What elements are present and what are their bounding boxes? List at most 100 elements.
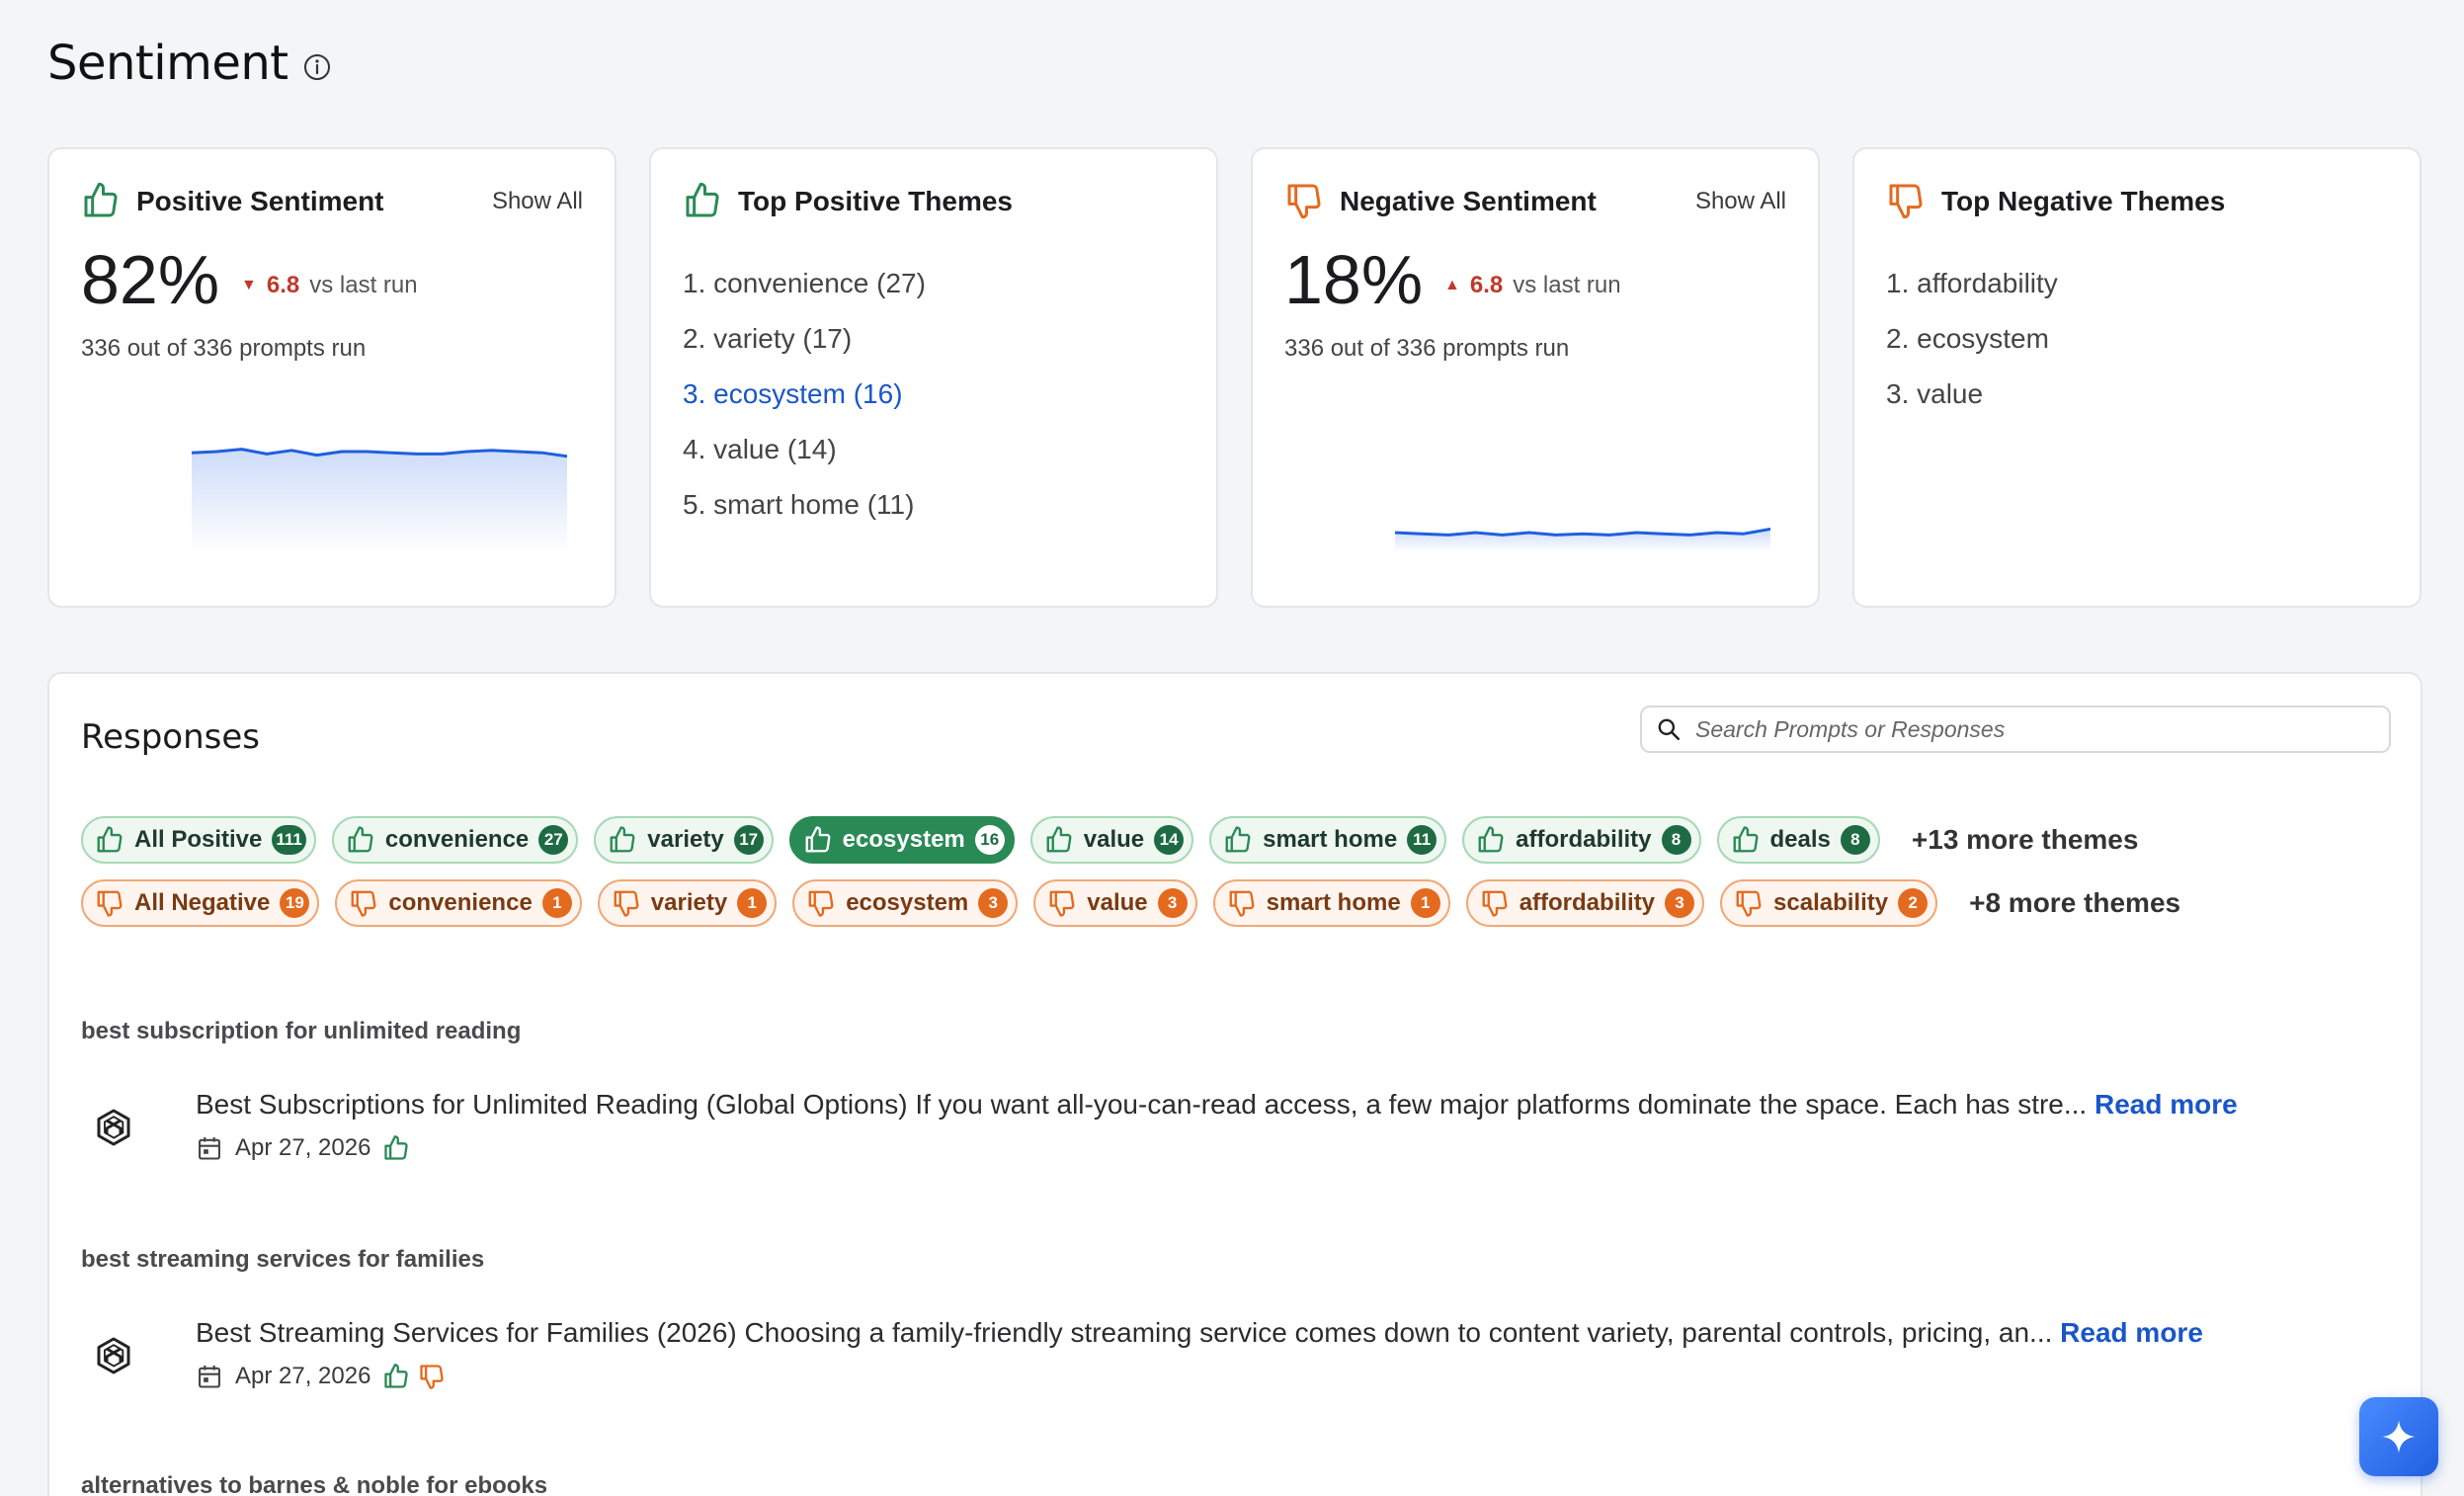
positive-theme-item[interactable]: 5. smart home (11) — [683, 489, 915, 520]
negative-prompts-run: 336 out of 336 prompts run — [1284, 335, 1570, 362]
chip-label: ecosystem — [846, 889, 969, 916]
thumbs-down-icon — [97, 890, 123, 917]
positive-theme-chip[interactable]: variety 17 — [594, 816, 774, 864]
thumbs-down-icon — [351, 890, 376, 917]
negative-theme-chip[interactable]: All Negative 19 — [81, 879, 320, 927]
chip-count-badge: 2 — [1898, 888, 1929, 918]
chip-label: All Negative — [134, 889, 271, 916]
thumbs-up-icon — [384, 1364, 409, 1388]
positive-theme-item[interactable]: 4. value (14) — [683, 434, 837, 464]
positive-show-all-link[interactable]: Show All — [491, 188, 583, 214]
thumbs-up-icon — [610, 826, 635, 853]
positive-theme-chip[interactable]: deals 8 — [1716, 816, 1880, 864]
positive-theme-chip[interactable]: smart home 11 — [1209, 816, 1447, 864]
chip-count-badge: 1 — [737, 888, 768, 918]
chip-count-badge: 16 — [974, 825, 1005, 855]
sparkle-icon — [2382, 1420, 2416, 1454]
positive-theme-item[interactable]: 1. convenience (27) — [683, 268, 926, 298]
thumbs-down-icon — [1736, 890, 1762, 917]
positive-theme-list: 1. convenience (27) 2. variety (17) 3. e… — [683, 256, 926, 533]
positive-theme-chip[interactable]: affordability 8 — [1462, 816, 1701, 864]
negative-theme-chip[interactable]: ecosystem 3 — [792, 879, 1019, 927]
negative-theme-chip[interactable]: convenience 1 — [335, 879, 582, 927]
negative-sentiment-title: Negative Sentiment — [1340, 186, 1597, 216]
chip-label: ecosystem — [842, 826, 965, 853]
more-themes-link[interactable]: +8 more themes — [1969, 887, 2181, 918]
response-snippet: Best Streaming Services for Families (20… — [196, 1317, 2053, 1348]
negative-delta-label: vs last run — [1513, 272, 1621, 298]
chip-count-badge: 11 — [1407, 825, 1437, 855]
more-themes-link[interactable]: +13 more themes — [1911, 824, 2139, 855]
top-positive-themes-card: Top Positive Themes 1. convenience (27) … — [649, 147, 1218, 608]
thumbs-down-icon — [420, 1365, 445, 1389]
thumbs-up-icon — [1225, 826, 1251, 853]
positive-theme-chip[interactable]: convenience 27 — [331, 816, 579, 864]
positive-theme-item[interactable]: 2. variety (17) — [683, 323, 853, 354]
positive-theme-chip[interactable]: All Positive 111 — [81, 816, 316, 864]
trend-line — [1395, 527, 1770, 537]
chip-count-badge: 111 — [272, 825, 306, 855]
negative-theme-chip[interactable]: affordability 3 — [1465, 879, 1705, 927]
positive-theme-chip[interactable]: ecosystem 16 — [788, 816, 1015, 864]
positive-delta: ▼ 6.8 vs last run — [241, 272, 418, 299]
negative-theme-item[interactable]: 3. value — [1886, 378, 1984, 409]
chip-count-badge: 27 — [538, 825, 569, 855]
positive-prompts-run: 336 out of 336 prompts run — [81, 335, 367, 362]
negative-theme-chip[interactable]: value 3 — [1033, 879, 1197, 927]
negative-theme-chip[interactable]: smart home 1 — [1212, 879, 1450, 927]
read-more-link[interactable]: Read more — [2094, 1089, 2238, 1120]
trend-area — [192, 449, 567, 552]
prompt-label: alternatives to barnes & noble for ebook… — [81, 1472, 548, 1496]
thumbs-down-icon — [1889, 184, 1923, 219]
chip-label: variety — [650, 889, 728, 916]
chip-count-badge: 3 — [978, 888, 1009, 918]
response-snippet: Best Subscriptions for Unlimited Reading… — [196, 1089, 2088, 1120]
top-negative-themes-card: Top Negative Themes 1. affordability 2. … — [1852, 147, 2422, 608]
negative-delta: ▲ 6.8 vs last run — [1444, 272, 1621, 299]
positive-theme-chips: All Positive 111 convenience 27 variety 17 eco… — [81, 816, 2138, 864]
thumbs-up-icon — [1733, 826, 1758, 853]
negative-show-all-link[interactable]: Show All — [1694, 188, 1786, 214]
negative-theme-chip[interactable]: scalability 2 — [1720, 879, 1938, 927]
top-positive-themes-title: Top Positive Themes — [738, 186, 1013, 216]
positive-theme-item[interactable]: 3. ecosystem (16) — [683, 378, 903, 409]
response-date: Apr 27, 2026 — [235, 1134, 371, 1161]
positive-theme-chip[interactable]: value 14 — [1029, 816, 1194, 864]
chip-label: smart home — [1263, 826, 1398, 853]
info-icon[interactable] — [302, 52, 332, 82]
chip-count-badge: 3 — [1665, 888, 1695, 918]
trend-line — [192, 448, 567, 458]
chip-label: variety — [647, 826, 724, 853]
response-meta: Apr 27, 2026 — [196, 1134, 410, 1162]
thumbs-up-icon — [97, 826, 123, 853]
negative-percent: 18% — [1284, 241, 1424, 318]
negative-theme-list: 1. affordability 2. ecosystem 3. value — [1886, 256, 2058, 422]
chip-label: convenience — [388, 889, 533, 916]
negative-delta-value: 6.8 — [1469, 272, 1504, 298]
thumbs-up-icon — [348, 826, 373, 853]
thumbs-up-icon — [384, 1135, 409, 1160]
ai-assistant-button[interactable] — [2359, 1397, 2438, 1476]
prompt-label: best subscription for unlimited reading — [81, 1018, 522, 1044]
search-box[interactable] — [1640, 706, 2391, 753]
openai-logo-icon — [97, 1337, 130, 1374]
negative-theme-item[interactable]: 1. affordability — [1886, 268, 2058, 298]
chip-label: All Positive — [134, 826, 263, 853]
chip-count-badge: 1 — [541, 888, 572, 918]
negative-trend-chart — [1395, 527, 1770, 552]
negative-theme-chip[interactable]: variety 1 — [597, 879, 778, 927]
chip-label: value — [1083, 826, 1145, 853]
chip-count-badge: 8 — [1840, 825, 1870, 855]
negative-theme-item[interactable]: 2. ecosystem — [1886, 323, 2049, 354]
chip-label: smart home — [1266, 889, 1401, 916]
search-input[interactable] — [1695, 715, 2367, 743]
positive-delta-label: vs last run — [309, 272, 418, 298]
response-text: Best Subscriptions for Unlimited Reading… — [196, 1089, 2238, 1121]
chip-label: scalability — [1773, 889, 1889, 916]
page-title: Sentiment — [47, 36, 288, 91]
thumbs-down-icon — [1229, 890, 1255, 917]
response-meta: Apr 27, 2026 — [196, 1363, 446, 1390]
search-icon — [1658, 718, 1681, 741]
openai-logo-icon — [97, 1109, 130, 1146]
read-more-link[interactable]: Read more — [2060, 1317, 2203, 1348]
